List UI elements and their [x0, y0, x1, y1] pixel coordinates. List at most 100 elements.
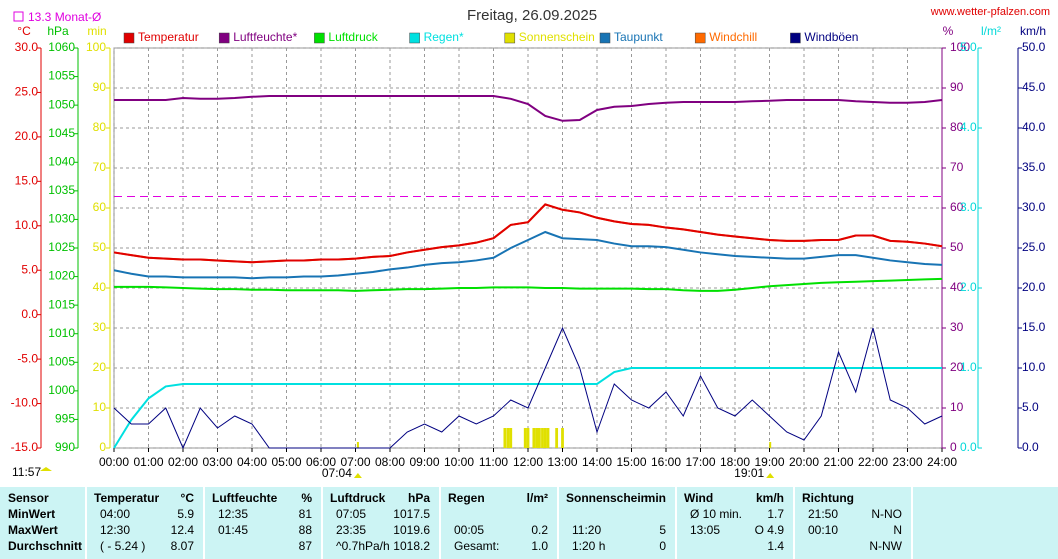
x-tick-label: 14:00 [582, 455, 612, 469]
table-cell: 0 [659, 539, 666, 553]
x-tick-label: 16:00 [651, 455, 681, 469]
y-tick-label: -5.0 [17, 351, 38, 365]
sunshine-bar [541, 428, 544, 448]
axis-unit: km/h [1020, 24, 1046, 38]
y-tick-label: 10 [93, 400, 107, 414]
y-tick-label: 20 [93, 360, 107, 374]
x-tick-label: 23:00 [892, 455, 922, 469]
y-tick-label: 40 [93, 280, 107, 294]
y-tick-label: 990 [55, 440, 75, 454]
table-cell: Gesamt: [454, 539, 499, 553]
y-tick-label: 30 [950, 320, 964, 334]
x-tick-label: 17:00 [685, 455, 715, 469]
table-header-unit: hPa [408, 491, 430, 505]
legend-label: Temperatur [138, 30, 199, 44]
sun-event-label: 07:04 [322, 466, 352, 480]
x-tick-label: 15:00 [616, 455, 646, 469]
y-tick-label: 15.0 [1022, 320, 1046, 334]
legend-swatch [218, 32, 230, 44]
y-tick-label: 0.0 [960, 440, 977, 454]
y-tick-label: 10.0 [1022, 360, 1046, 374]
legend-swatch [504, 32, 516, 44]
x-tick-label: 12:00 [513, 455, 543, 469]
table-cell: ( - 5.24 ) [100, 539, 145, 553]
table-cell: 23:35 [336, 523, 366, 537]
table-cell: 12.4 [171, 523, 195, 537]
table-cell: 1017.5 [393, 507, 430, 521]
x-tick-label: 22:00 [858, 455, 888, 469]
x-tick-label: 02:00 [168, 455, 198, 469]
y-tick-label: 20.0 [15, 129, 39, 143]
y-tick-label: 4.0 [960, 120, 977, 134]
sun-icon [40, 467, 52, 471]
table-cell: 11:20 [572, 523, 601, 537]
table-row-label: MaxWert [8, 523, 58, 537]
y-tick-label: 1045 [48, 126, 75, 140]
legend-label: Luftdruck [328, 30, 378, 44]
y-tick-label: 15.0 [15, 174, 39, 188]
updated-time: 11:57 [12, 465, 41, 479]
sun-icon [353, 473, 362, 478]
table-row-label: Sensor [8, 491, 49, 505]
y-tick-label: 70 [93, 160, 107, 174]
y-tick-label: 0.0 [1022, 440, 1039, 454]
y-tick-label: 1055 [48, 69, 75, 83]
table-cell: 12:30 [100, 523, 130, 537]
y-tick-label: 1020 [48, 269, 75, 283]
y-tick-label: -10.0 [11, 396, 39, 410]
y-tick-label: 1040 [48, 154, 75, 168]
axis-unit: °C [17, 24, 31, 38]
chart-title: Freitag, 26.09.2025 [467, 7, 597, 24]
table-header: Richtung [802, 491, 854, 505]
y-tick-label: 0 [99, 440, 106, 454]
legend-label: Windböen [804, 30, 858, 44]
y-tick-label: 60 [93, 200, 107, 214]
y-tick-label: 90 [950, 80, 964, 94]
legend-swatch [13, 11, 24, 22]
y-tick-label: 25.0 [1022, 240, 1046, 254]
sun-event-label: 19:01 [734, 466, 764, 480]
series-line [113, 203, 943, 264]
x-tick-label: 20:00 [789, 455, 819, 469]
legend-label: Sonnenschein [519, 30, 595, 44]
table-cell: N-NW [869, 539, 902, 553]
series-line [113, 230, 943, 280]
table-header: Temperatur [94, 491, 159, 505]
y-tick-label: 1035 [48, 183, 75, 197]
x-tick-label: 19:00 [754, 455, 784, 469]
sunshine-bar [537, 428, 541, 448]
y-tick-label: 50 [950, 240, 964, 254]
table-cell: 88 [299, 523, 313, 537]
table-header-unit: min [645, 491, 666, 505]
x-tick-label: 04:00 [237, 455, 267, 469]
table-cell: Ø 10 min. [690, 507, 742, 521]
x-tick-label: 09:00 [409, 455, 439, 469]
axis-unit: % [943, 24, 954, 38]
y-tick-label: 90 [93, 80, 107, 94]
series-line [114, 277, 943, 292]
legend-label: Regen* [424, 30, 464, 44]
table-cell: N [893, 523, 902, 537]
y-tick-label: 35.0 [1022, 160, 1046, 174]
sunshine-bar [555, 428, 559, 448]
y-tick-label: 0.0 [21, 307, 38, 321]
y-tick-label: 2.0 [960, 280, 977, 294]
table-cell: 81 [299, 507, 313, 521]
x-tick-label: 13:00 [547, 455, 577, 469]
sunshine-bar [546, 428, 550, 448]
table-cell: 0.2 [531, 523, 548, 537]
table-header-unit: % [301, 491, 312, 505]
table-cell: 12:35 [218, 507, 248, 521]
sunshine-bar [535, 428, 539, 448]
y-tick-label: 50.0 [1022, 40, 1046, 54]
x-tick-label: 00:00 [99, 455, 129, 469]
table-cell: 00:10 [808, 523, 838, 537]
y-tick-label: 100 [86, 40, 106, 54]
y-tick-label: 100 [950, 40, 970, 54]
legend-label: Taupunkt [614, 30, 663, 44]
y-tick-label: 995 [55, 412, 75, 426]
legend-swatch [409, 32, 420, 44]
y-tick-label: 30 [93, 320, 107, 334]
axis-unit: l/m² [981, 24, 1001, 38]
table-cell: 00:05 [454, 523, 484, 537]
